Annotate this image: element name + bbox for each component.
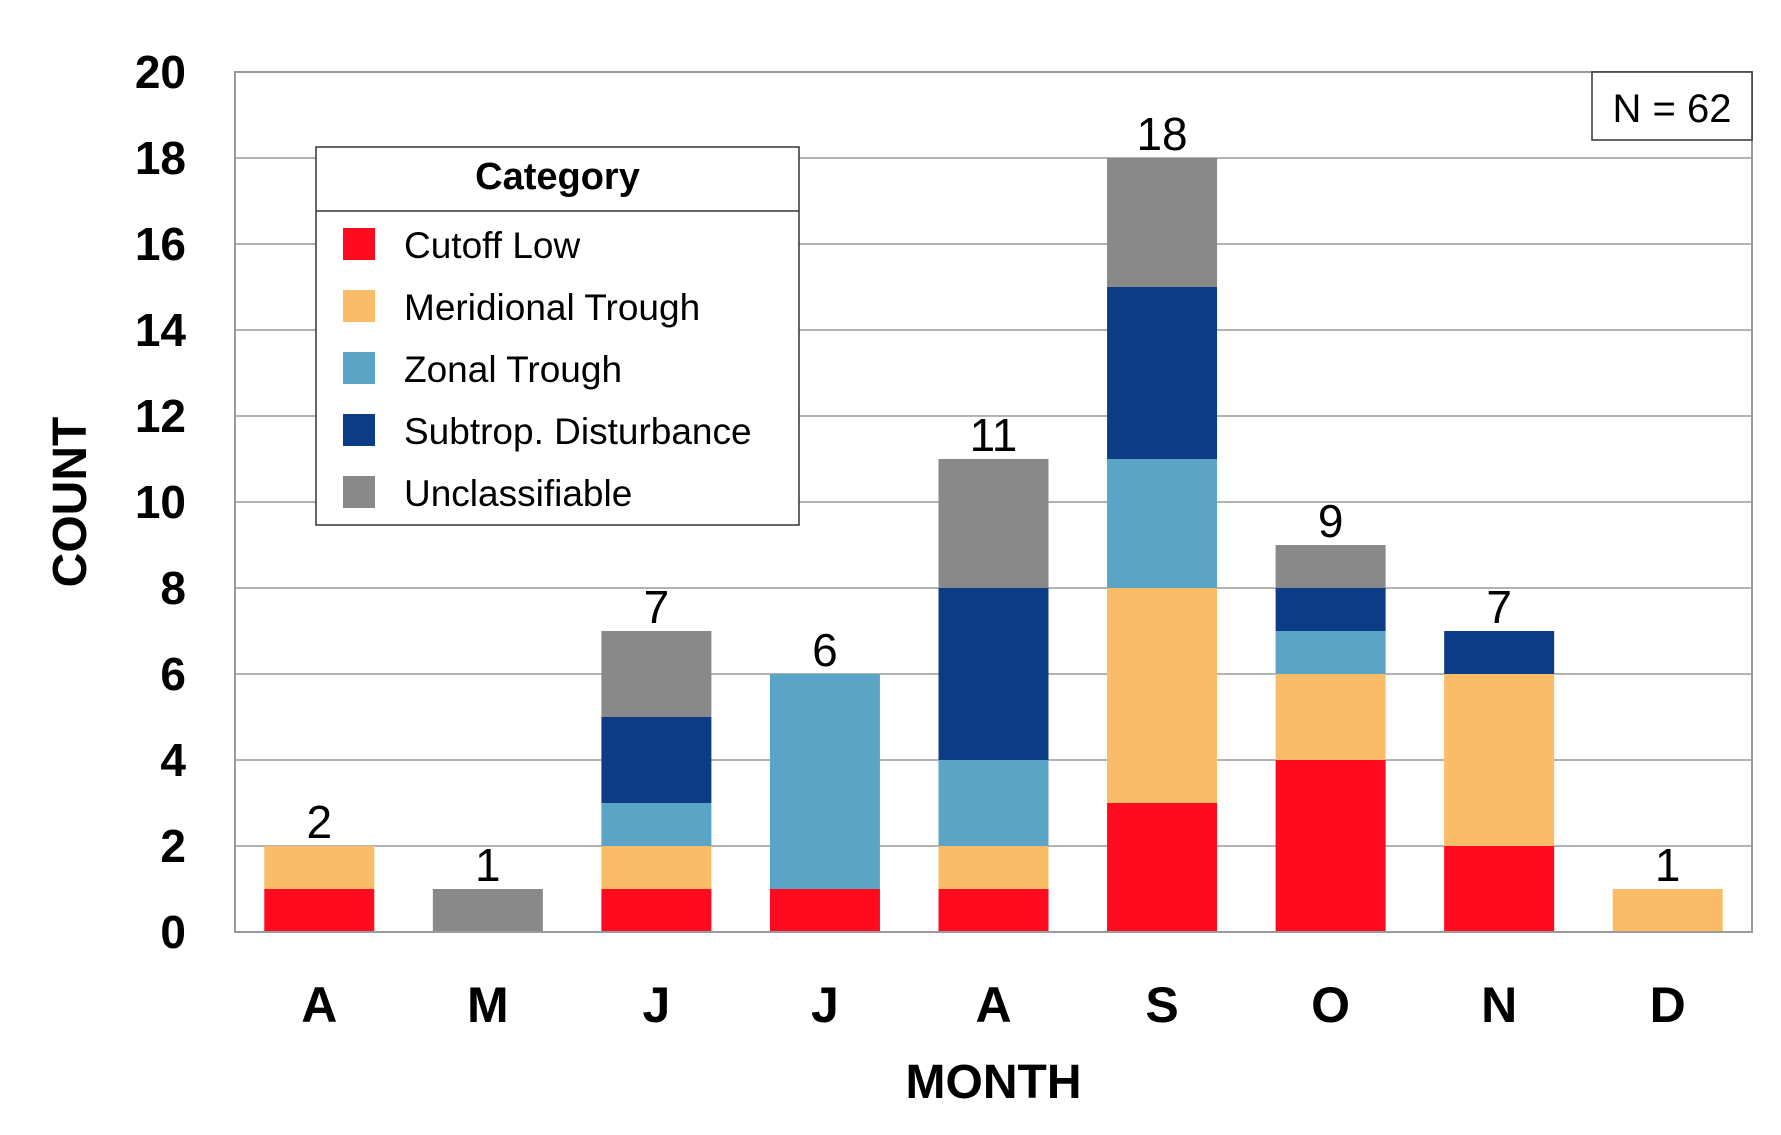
legend-label: Unclassifiable bbox=[404, 473, 632, 514]
legend-item: Cutoff Low bbox=[343, 225, 580, 266]
y-tick-label: 12 bbox=[135, 390, 186, 442]
bar-total-label: 9 bbox=[1318, 495, 1344, 547]
legend-swatch bbox=[343, 352, 375, 384]
bars bbox=[264, 158, 1723, 932]
bar-segment bbox=[938, 588, 1049, 760]
bar-segment bbox=[1107, 287, 1218, 459]
bar-segment bbox=[769, 674, 880, 889]
bar-segment bbox=[1107, 588, 1218, 803]
bar-segment bbox=[601, 631, 712, 717]
bar-total-label: 1 bbox=[475, 839, 501, 891]
legend-label: Cutoff Low bbox=[404, 225, 580, 266]
legend-swatch bbox=[343, 290, 375, 322]
bar-segment bbox=[938, 889, 1049, 932]
bar-segment bbox=[1444, 631, 1555, 674]
bar-total-label: 6 bbox=[812, 624, 838, 676]
bar-segment bbox=[601, 803, 712, 846]
bar-segment bbox=[1107, 158, 1218, 287]
bar-segment bbox=[938, 846, 1049, 889]
bar-segment bbox=[1275, 588, 1386, 631]
legend-item: Unclassifiable bbox=[343, 473, 632, 514]
bar-segment bbox=[264, 846, 375, 889]
bar-segment bbox=[1275, 545, 1386, 588]
bar-segment bbox=[938, 760, 1049, 846]
y-tick-label: 6 bbox=[160, 648, 186, 700]
legend-frame bbox=[315, 146, 800, 526]
x-tick-label: A bbox=[301, 977, 337, 1033]
annotation-frame bbox=[1591, 71, 1753, 141]
bar-segment bbox=[601, 889, 712, 932]
bar-segment bbox=[1444, 674, 1555, 846]
legend-label: Subtrop. Disturbance bbox=[404, 411, 752, 452]
bar-segment bbox=[1107, 459, 1218, 588]
y-tick-label: 4 bbox=[160, 734, 186, 786]
x-tick-label: S bbox=[1145, 977, 1178, 1033]
bar-segment bbox=[264, 889, 375, 932]
y-tick-label: 8 bbox=[160, 562, 186, 614]
y-tick-label: 0 bbox=[160, 906, 186, 958]
bar-segment bbox=[1444, 846, 1555, 932]
y-tick-label: 2 bbox=[160, 820, 186, 872]
y-tick-label: 10 bbox=[135, 476, 186, 528]
legend-swatch bbox=[343, 414, 375, 446]
x-tick-label: O bbox=[1311, 977, 1350, 1033]
y-tick-labels: 0 2 4 6 8 10 12 14 16 18 20 bbox=[135, 46, 187, 958]
legend-label: Zonal Trough bbox=[404, 349, 622, 390]
legend-label: Meridional Trough bbox=[404, 287, 700, 328]
bar-segment bbox=[432, 889, 543, 932]
y-tick-label: 18 bbox=[135, 132, 186, 184]
bar-segment bbox=[769, 889, 880, 932]
plot-border bbox=[234, 71, 1753, 933]
x-tick-label: J bbox=[811, 977, 839, 1033]
x-tick-label: A bbox=[975, 977, 1011, 1033]
bar-total-label: 2 bbox=[306, 796, 332, 848]
bar-segment bbox=[1612, 889, 1723, 932]
y-tick-label: 14 bbox=[135, 304, 187, 356]
plot-frame bbox=[234, 71, 1753, 933]
bar-total-label: 7 bbox=[1486, 581, 1512, 633]
bar-total-label: 18 bbox=[1136, 108, 1187, 160]
y-tick-label: 20 bbox=[135, 46, 186, 98]
bar-total-label: 1 bbox=[1655, 839, 1681, 891]
x-tick-label: N bbox=[1481, 977, 1517, 1033]
bar-segment bbox=[1275, 631, 1386, 674]
bar-total-label: 7 bbox=[644, 581, 670, 633]
annotation-text: N = 62 bbox=[1613, 87, 1732, 131]
bar-total-label: 11 bbox=[970, 409, 1018, 461]
data-labels: 2 1 7 6 11 18 9 7 1 bbox=[306, 108, 1680, 891]
legend-item: Meridional Trough bbox=[343, 287, 700, 328]
bar-segment bbox=[601, 846, 712, 889]
x-tick-label: M bbox=[467, 977, 509, 1033]
legend-items: Cutoff Low Meridional Trough Zonal Trough S… bbox=[343, 225, 752, 514]
bar-segment bbox=[1275, 674, 1386, 760]
legend-item: Zonal Trough bbox=[343, 349, 622, 390]
legend-item: Subtrop. Disturbance bbox=[343, 411, 752, 452]
bar-segment bbox=[938, 459, 1049, 588]
bar-segment bbox=[601, 717, 712, 803]
legend-swatch bbox=[343, 476, 375, 508]
bar-segment bbox=[1275, 760, 1386, 932]
legend-swatch bbox=[343, 228, 375, 260]
legend-title: Category bbox=[475, 156, 640, 198]
y-axis-title: COUNT bbox=[44, 417, 97, 588]
x-axis-title: MONTH bbox=[906, 1056, 1082, 1109]
y-tick-label: 16 bbox=[135, 218, 186, 270]
x-tick-label: D bbox=[1650, 977, 1686, 1033]
legend: Category Cutoff Low Meridional Trough Zona… bbox=[315, 146, 800, 526]
sample-size-annotation: N = 62 bbox=[1591, 71, 1753, 141]
x-tick-label: J bbox=[642, 977, 670, 1033]
bar-segment bbox=[1107, 803, 1218, 932]
